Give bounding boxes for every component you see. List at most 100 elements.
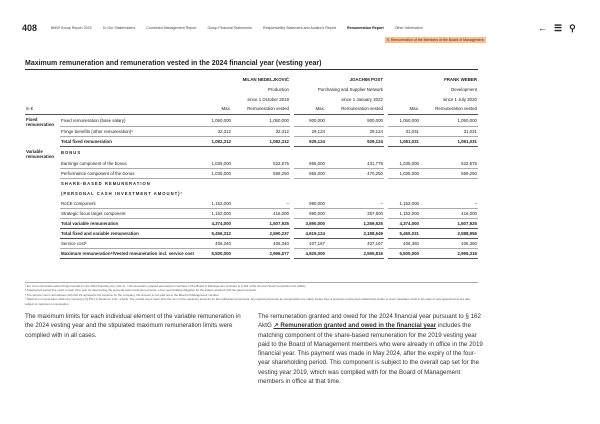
table-row: Fixed remuneration Fixed remuneration (ba… xyxy=(25,114,478,127)
member-since: since 1 January 2022 xyxy=(341,96,383,102)
nav-links: BMW Group Report 2024 To Our Stakeholder… xyxy=(51,26,433,30)
cell-value: 1,507,925 xyxy=(420,218,478,229)
cell-value: 4,374,000 xyxy=(200,218,232,229)
footnote: ³ The service cost in accordance with IA… xyxy=(25,292,220,297)
table-row: Total fixed and variable remuneration 5,4… xyxy=(25,228,478,239)
cell-value: 2,588,956 xyxy=(420,228,478,239)
row-label: Maximum remuneration⁴/Vested remuneratio… xyxy=(60,248,200,259)
section-heading: SHARE-BASED REMUNERATION xyxy=(61,181,151,187)
member-since: since 1 July 2020 xyxy=(443,96,477,102)
nav-group-report[interactable]: BMW Group Report 2024 xyxy=(51,26,92,30)
cell-value: 990,000 xyxy=(294,198,326,209)
cell-value: 32,312 xyxy=(232,126,290,137)
cell-value: 1,152,000 xyxy=(200,208,232,219)
cell-value: 406,360 xyxy=(420,238,478,249)
row-label: Service cost³ xyxy=(60,238,200,249)
row-label: Earnings component of the bonus xyxy=(60,158,200,169)
cell-value: 1,152,000 xyxy=(388,208,420,219)
cell-value: 900,000 xyxy=(294,114,326,127)
member-name: FRANK WEBER xyxy=(444,76,477,82)
cell-value: 416,000 xyxy=(420,208,478,219)
top-navigation: 408 BMW Group Report 2024 To Our Stakeho… xyxy=(22,21,600,35)
breadcrumb[interactable]: 5. Remuneration of the Members of the Bo… xyxy=(385,37,486,43)
table-row: Performance component of the bonus 1,035,… xyxy=(25,168,478,179)
cell-value: 1,082,312 xyxy=(200,136,232,147)
footnote: ² Assessment period five years in total:… xyxy=(25,288,257,293)
cell-value: 569,250 xyxy=(420,168,478,179)
nav-other-information[interactable]: Other Information xyxy=(394,26,423,30)
col-vested: Remuneration vested xyxy=(420,104,478,115)
cell-value: 407,167 xyxy=(294,238,326,249)
table-title: Maximum remuneration and remuneration ve… xyxy=(25,60,478,70)
cell-value: 1,050,000 xyxy=(420,114,478,127)
nav-financial-statements[interactable]: Group Financial Statements xyxy=(207,26,252,30)
cell-value: 470,250 xyxy=(326,168,384,179)
cell-value: 3,690,000 xyxy=(294,218,326,229)
cell-value: 1,035,000 xyxy=(200,168,232,179)
search-icon[interactable]: ⚲ xyxy=(569,23,576,33)
nav-stakeholders[interactable]: To Our Stakeholders xyxy=(102,26,136,30)
page-number: 408 xyxy=(22,23,38,33)
member-since: since 1 October 2019 xyxy=(247,96,289,102)
member-function: Production xyxy=(268,86,289,92)
footnote: ¹ For more information about fringe bene… xyxy=(25,284,307,288)
cell-value: 1,082,312 xyxy=(232,136,290,147)
cell-value: – xyxy=(420,198,478,209)
cell-value: 1,050,000 xyxy=(388,114,420,127)
row-label: Fixed remuneration (base salary) xyxy=(60,114,200,127)
section-heading: BONUS xyxy=(61,150,82,156)
cell-value: 855,000 xyxy=(294,168,326,179)
cell-value: 5,500,000 xyxy=(388,248,420,259)
member-name: JOACHIM POST xyxy=(349,76,383,82)
cell-value: 5,456,312 xyxy=(200,228,232,239)
cell-value: 1,050,000 xyxy=(232,114,290,127)
cell-value: 1,035,000 xyxy=(200,158,232,169)
table-row: Service cost³ 406,340 406,340 407,167 407,16… xyxy=(25,238,478,249)
cell-value: 1,507,925 xyxy=(232,218,290,229)
menu-icon[interactable]: ☰ xyxy=(554,23,563,33)
cell-value: 2,595,816 xyxy=(326,248,384,259)
cell-value: 929,124 xyxy=(326,136,384,147)
cell-value: 2,996,577 xyxy=(232,248,290,259)
cell-value: 406,360 xyxy=(388,238,420,249)
cell-value: 900,000 xyxy=(326,114,384,127)
body-text: includes the matching component of the s… xyxy=(258,322,483,386)
row-group-label: Variable remuneration xyxy=(26,148,55,159)
cell-value: 569,250 xyxy=(232,168,290,179)
body-text-right: The remuneration granted and owed for th… xyxy=(258,312,483,386)
footnotes: ¹ For more information about fringe bene… xyxy=(25,282,478,306)
col-max: Max. xyxy=(294,104,326,115)
table-row: RoCE component 1,152,000–990,000–1,152,00… xyxy=(25,198,478,209)
nav-management-report[interactable]: Combined Management Report xyxy=(146,26,197,30)
cell-value: 1,259,525 xyxy=(326,218,384,229)
cell-value: 1,035,000 xyxy=(388,158,420,169)
cell-value: 406,340 xyxy=(200,238,232,249)
cell-value: 5,455,031 xyxy=(388,228,420,239)
body-text: The remuneration granted and owed for th… xyxy=(258,313,481,330)
member-function: Purchasing and Supplier Network xyxy=(317,86,383,92)
section-heading: (PERSONAL CASH INVESTMENT AMOUNT)² xyxy=(61,191,183,196)
cell-value: 4,374,000 xyxy=(388,218,420,229)
back-arrow-icon[interactable]: ← xyxy=(538,23,547,33)
cell-value: – xyxy=(326,198,384,209)
cell-value: 1,152,000 xyxy=(388,198,420,209)
cell-value: 4,619,124 xyxy=(294,228,326,239)
nav-remuneration-report[interactable]: Remuneration Report xyxy=(346,26,384,30)
cell-value: 2,590,237 xyxy=(232,228,290,239)
cell-value: 357,500 xyxy=(326,208,384,219)
cell-value: 31,031 xyxy=(388,126,420,137)
cell-value: 31,031 xyxy=(420,126,478,137)
row-label: Fringe benefits (other remuneration)¹ xyxy=(60,126,200,137)
cell-value: 855,000 xyxy=(294,158,326,169)
cell-value: 4,925,000 xyxy=(294,248,326,259)
remuneration-link[interactable]: ↗ Remuneration granted and owed in the f… xyxy=(273,322,437,330)
cell-value: 1,035,000 xyxy=(388,168,420,179)
cell-value: 2,188,649 xyxy=(326,228,384,239)
nav-responsibility[interactable]: Responsibility Statement and Auditor's R… xyxy=(262,26,336,30)
row-label: Total fixed and variable remuneration xyxy=(60,228,200,239)
row-group-label: Fixed remuneration xyxy=(26,116,55,127)
cell-value: 1,050,000 xyxy=(200,114,232,127)
col-vested: Remuneration vested xyxy=(232,104,290,115)
unit-label: in € xyxy=(25,104,60,115)
cell-value: 522,675 xyxy=(232,158,290,169)
